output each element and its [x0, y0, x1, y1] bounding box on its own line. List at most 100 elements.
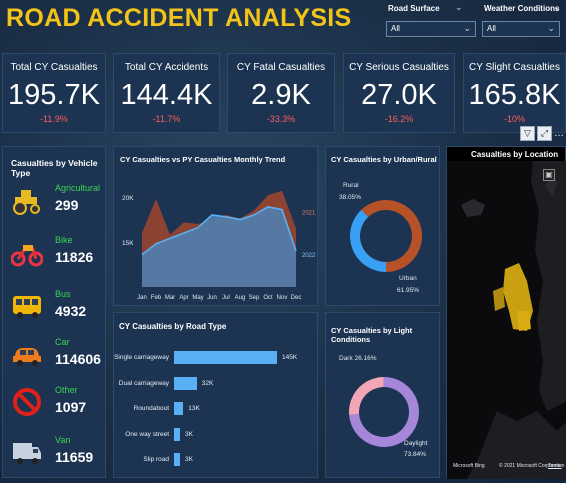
- kpi-change: -33.3%: [266, 114, 296, 124]
- vehicle-value: 11826: [55, 249, 94, 265]
- road-type-bar[interactable]: [174, 351, 277, 364]
- vehicle-panel-title: Casualties by Vehicle Type: [11, 158, 98, 178]
- vehicle-name: Car: [55, 337, 70, 347]
- vehicle-name: Bike: [55, 235, 73, 245]
- x-tick-label: Jun: [207, 295, 217, 301]
- road-type-chart: Single carriageway 145K Dual carriageway 32…: [114, 313, 319, 479]
- road-type-panel[interactable]: CY Casualties by Road Type Single carria…: [113, 312, 318, 478]
- kpi-value: 195.7K: [8, 79, 100, 111]
- road-type-value: 3K: [185, 430, 193, 438]
- urban-label: Urban: [399, 275, 417, 282]
- y-tick-label: 15K: [122, 240, 134, 247]
- vehicle-row-van[interactable]: Van 11659: [11, 433, 106, 479]
- urban-rural-panel[interactable]: CY Casualties by Urban/Rural Rural 38.05…: [325, 146, 440, 306]
- road-type-value: 13K: [188, 405, 200, 412]
- location-map-panel[interactable]: Casualties by Location ▣ Microsoft Bing …: [446, 146, 566, 479]
- map-copyright: © 2021 Microsoft Corporation: [499, 463, 565, 469]
- chevron-down-icon[interactable]: ⌄: [455, 2, 463, 12]
- road-surface-label: Road Surface: [388, 4, 440, 13]
- weather-dropdown[interactable]: All ⌄: [482, 21, 560, 37]
- vehicle-name: Bus: [55, 289, 71, 299]
- kpi-card-fatal[interactable]: CY Fatal Casualties 2.9K -33.3%: [227, 53, 335, 133]
- urban-slice: [361, 200, 422, 272]
- weather-value: All: [487, 24, 496, 33]
- legend-label-2022: 2022: [302, 253, 316, 259]
- kpi-label: CY Serious Casualties: [349, 62, 449, 73]
- map-terms-link[interactable]: Terms: [548, 463, 562, 469]
- filter-icon[interactable]: ▽: [520, 126, 535, 141]
- light-conditions-panel[interactable]: CY Casualties by Light Conditions Dark 2…: [325, 312, 440, 478]
- focus-mode-icon[interactable]: ⤢: [537, 126, 552, 141]
- road-type-bar[interactable]: [174, 427, 180, 441]
- vehicle-name: Agricultural: [55, 183, 101, 193]
- more-options-icon[interactable]: …: [554, 128, 564, 139]
- vehicle-name: Other: [55, 385, 78, 395]
- vehicle-row-bike[interactable]: Bike 11826: [11, 233, 106, 279]
- bus-icon: [13, 296, 41, 318]
- tractor-icon: [13, 190, 40, 215]
- road-type-label: One way street: [125, 430, 169, 438]
- weather-label: Weather Conditions: [484, 4, 560, 13]
- road-type-value: 145K: [282, 354, 298, 361]
- kpi-card-serious[interactable]: CY Serious Casualties 27.0K -16.2%: [343, 53, 455, 133]
- kpi-card-slight[interactable]: CY Slight Casualties 165.8K -10%: [463, 53, 566, 133]
- kpi-label: CY Fatal Casualties: [236, 62, 326, 73]
- van-icon: [13, 443, 41, 464]
- kpi-change: -16.2%: [384, 114, 414, 124]
- vehicle-value: 4932: [55, 303, 87, 319]
- chevron-down-icon: ⌄: [547, 23, 555, 33]
- road-surface-value: All: [391, 24, 400, 33]
- kpi-label: CY Slight Casualties: [469, 62, 560, 73]
- vehicle-row-agricultural[interactable]: Agricultural 299: [11, 181, 106, 227]
- map-style-icon[interactable]: ▣: [543, 169, 555, 181]
- kpi-value: 27.0K: [361, 79, 437, 111]
- kpi-card-total-casualties[interactable]: Total CY Casualties 195.7K -11.9%: [2, 53, 106, 133]
- cy-line-series: [141, 206, 297, 256]
- x-tick-label: Jul: [222, 295, 230, 301]
- chevron-down-icon[interactable]: ⌄: [553, 2, 561, 12]
- kpi-change: -11.9%: [40, 114, 68, 124]
- road-type-label: Dual carriageway: [118, 379, 169, 387]
- x-tick-label: Apr: [179, 295, 188, 301]
- chevron-down-icon: ⌄: [463, 23, 471, 33]
- road-surface-dropdown[interactable]: All ⌄: [386, 21, 476, 37]
- road-type-label: Slip road: [143, 456, 169, 463]
- map-provider: Microsoft Bing: [453, 463, 485, 469]
- light-title: CY Casualties by Light Conditions: [331, 326, 413, 344]
- vehicle-value: 114606: [55, 351, 101, 367]
- car-icon: [13, 348, 41, 366]
- cy-area-series: [142, 206, 296, 287]
- kpi-label: Total CY Accidents: [124, 62, 209, 73]
- urban-pct: 61.95%: [397, 287, 420, 294]
- kpi-value: 2.9K: [251, 79, 311, 111]
- road-type-value: 3K: [185, 456, 193, 463]
- road-type-label: Single carriageway: [114, 354, 169, 361]
- legend-label-2021: 2021: [302, 211, 316, 217]
- x-tick-label: Nov: [277, 295, 288, 301]
- x-tick-label: Oct: [263, 295, 273, 301]
- europe-map[interactable]: [447, 161, 566, 479]
- road-type-bar[interactable]: [174, 402, 184, 415]
- rural-pct: 38.05%: [339, 194, 362, 201]
- x-tick-label: Aug: [235, 295, 246, 301]
- vehicle-row-bus[interactable]: Bus 4932: [11, 287, 106, 333]
- monthly-trend-panel[interactable]: CY Casualties vs PY Casualties Monthly T…: [113, 146, 318, 306]
- kpi-value: 144.4K: [120, 79, 213, 111]
- road-type-bar[interactable]: [174, 453, 180, 466]
- urban-rural-donut: [350, 200, 422, 272]
- vehicle-row-other[interactable]: Other 1097: [11, 383, 106, 429]
- vehicle-value: 1097: [55, 399, 87, 415]
- kpi-change: -10%: [503, 114, 525, 124]
- trend-chart: 20K 15K Jan Feb Mar Apr May Jun Jul Aug Sep Oct Nov D…: [122, 190, 316, 301]
- vehicle-name: Van: [55, 435, 71, 445]
- dashboard-title: ROAD ACCIDENT ANALYSIS: [6, 4, 352, 32]
- vehicle-row-car[interactable]: Car 114606: [11, 335, 106, 381]
- dark-label: Dark 26.16%: [339, 355, 377, 362]
- kpi-card-total-accidents[interactable]: Total CY Accidents 144.4K -11.7%: [113, 53, 220, 133]
- urban-rural-title: CY Casualties by Urban/Rural: [331, 155, 437, 164]
- x-tick-label: Feb: [151, 295, 162, 301]
- x-tick-label: May: [192, 295, 203, 301]
- vehicle-type-panel: Casualties by Vehicle Type Agricultural …: [2, 146, 106, 478]
- motorbike-icon: [11, 245, 43, 267]
- road-type-bar[interactable]: [174, 376, 197, 390]
